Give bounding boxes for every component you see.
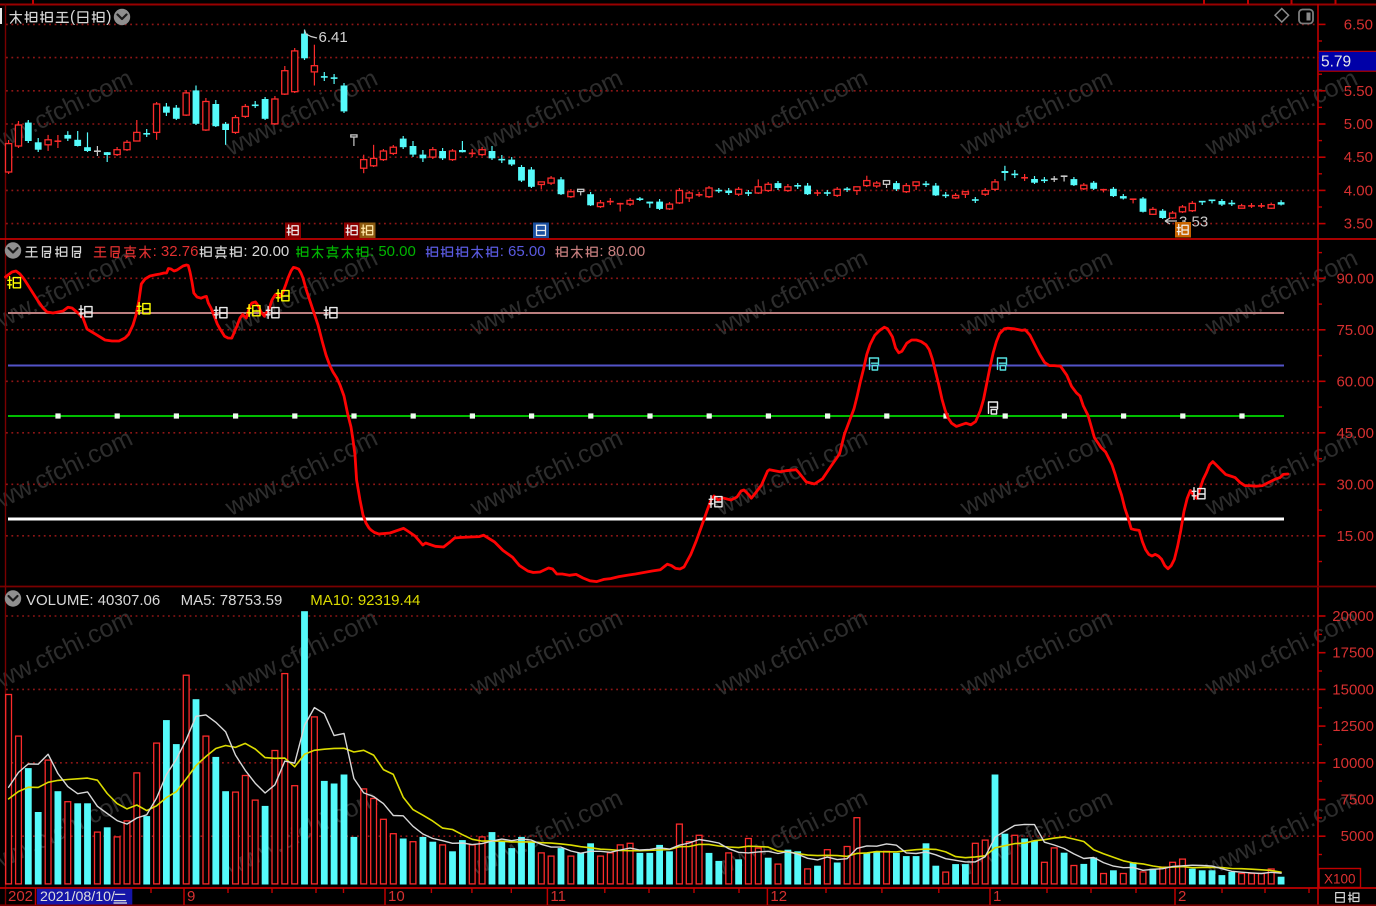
svg-text:6.41: 6.41 — [319, 29, 348, 46]
svg-text:: 50.00: : 50.00 — [370, 243, 416, 260]
svg-text:MA5: 78753.59: MA5: 78753.59 — [181, 592, 283, 609]
svg-text:VOLUME: 40307.06: VOLUME: 40307.06 — [26, 592, 160, 609]
svg-text:(: ( — [70, 8, 76, 25]
svg-text:6.50: 6.50 — [1344, 16, 1373, 33]
svg-text:4.00: 4.00 — [1344, 182, 1373, 199]
svg-text:12: 12 — [770, 888, 787, 905]
svg-text:7500: 7500 — [1341, 792, 1374, 809]
svg-text:10: 10 — [388, 888, 405, 905]
svg-text:90.00: 90.00 — [1336, 270, 1374, 287]
svg-text:: 20.00: : 20.00 — [243, 243, 289, 260]
svg-text:11: 11 — [550, 888, 566, 905]
svg-text:30.00: 30.00 — [1336, 476, 1374, 493]
svg-text:45.00: 45.00 — [1336, 425, 1374, 442]
svg-text:): ) — [106, 8, 111, 25]
svg-text:MA10: 92319.44: MA10: 92319.44 — [310, 592, 420, 609]
svg-text:20000: 20000 — [1332, 608, 1374, 625]
svg-text:5.50: 5.50 — [1344, 83, 1373, 100]
svg-text:5.79: 5.79 — [1321, 54, 1351, 71]
svg-text:1: 1 — [993, 888, 1001, 905]
svg-text:15.00: 15.00 — [1336, 528, 1374, 545]
svg-text:: 80.00: : 80.00 — [599, 243, 645, 260]
svg-text:: 65.00: : 65.00 — [500, 243, 546, 260]
svg-text:60.00: 60.00 — [1336, 373, 1374, 390]
svg-text:10000: 10000 — [1332, 755, 1374, 772]
svg-text:4.50: 4.50 — [1344, 149, 1373, 166]
svg-text:: 32.76: : 32.76 — [153, 243, 199, 260]
svg-text:3.50: 3.50 — [1344, 216, 1373, 233]
svg-text:75.00: 75.00 — [1336, 322, 1374, 339]
svg-text:2021/08/10/: 2021/08/10/ — [40, 889, 115, 905]
svg-text:5.00: 5.00 — [1344, 116, 1373, 133]
svg-text:5000: 5000 — [1341, 828, 1374, 845]
svg-text:2: 2 — [1178, 888, 1186, 905]
svg-text:202: 202 — [8, 888, 33, 905]
svg-text:X100: X100 — [1324, 872, 1356, 887]
svg-text:17500: 17500 — [1332, 645, 1374, 662]
svg-text:12500: 12500 — [1332, 718, 1374, 735]
svg-text:15000: 15000 — [1332, 681, 1374, 698]
svg-text:9: 9 — [187, 888, 195, 905]
